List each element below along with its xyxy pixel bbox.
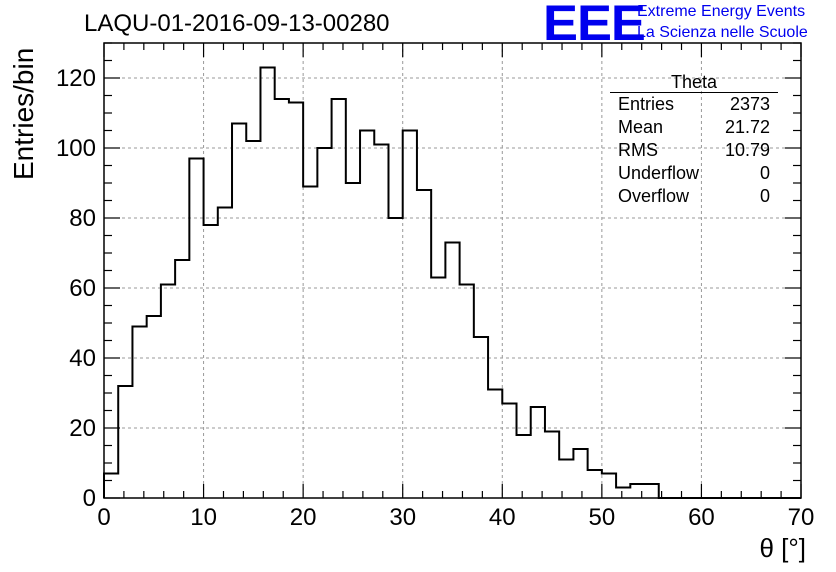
histogram-bin-26 <box>474 337 488 498</box>
histogram-bin-7 <box>204 225 218 498</box>
x-axis-label: θ [°] <box>759 533 806 563</box>
y-tick-label-0: 0 <box>83 485 96 512</box>
stats-box-name: Theta <box>610 72 778 93</box>
histogram-bin-35 <box>602 474 616 499</box>
histogram-bin-27 <box>488 390 502 499</box>
logo-line-1: Extreme Energy Events <box>637 3 806 20</box>
histogram-bin-6 <box>189 159 203 499</box>
histogram-outline <box>103 66 801 499</box>
histogram-bin-13 <box>289 103 303 499</box>
histogram-bin-12 <box>275 99 289 498</box>
plot-frame <box>103 42 802 499</box>
histogram-title: LAQU-01-2016-09-13-00280 <box>84 10 390 37</box>
grid-lines <box>104 43 801 498</box>
stats-row-mean: Mean 21.72 <box>610 116 778 139</box>
histogram-bin-4 <box>161 285 175 499</box>
stats-label: Mean <box>618 117 664 137</box>
stats-value: 10.79 <box>724 140 770 160</box>
histogram-bin-22 <box>417 190 431 498</box>
x-tick-label-2: 20 <box>290 504 317 531</box>
stats-row-underflow: Underflow 0 <box>610 162 778 185</box>
histogram-bin-30 <box>531 407 545 498</box>
stats-value: 2373 <box>729 94 770 114</box>
histogram-bars <box>103 66 801 499</box>
x-tick-label-1: 10 <box>190 504 217 531</box>
histogram-bin-21 <box>403 131 417 499</box>
x-tick-label-6: 60 <box>688 504 715 531</box>
tick-labels: 0 10 20 30 40 50 60 70 0 20 40 60 80 100 120 <box>56 65 814 531</box>
histogram-bin-1 <box>118 386 132 498</box>
histogram-bin-36 <box>616 488 630 499</box>
stats-label: Underflow <box>618 163 700 183</box>
y-tick-label-5: 100 <box>56 135 96 162</box>
y-tick-label-6: 120 <box>56 65 96 92</box>
histogram-bin-29 <box>517 435 531 498</box>
histogram-bin-25 <box>460 285 474 499</box>
stats-box: Theta Entries 2373 Mean 21.72 RMS 10.79 … <box>610 72 778 208</box>
x-tick-label-0: 0 <box>97 504 110 531</box>
histogram-bin-19 <box>374 145 388 499</box>
stats-value: 21.72 <box>724 117 770 137</box>
stats-label: RMS <box>618 140 658 160</box>
histogram-bin-10 <box>246 141 260 498</box>
eee-logo-mark: EEE <box>543 0 646 51</box>
histogram-bin-33 <box>573 449 587 498</box>
histogram-bin-31 <box>545 432 559 499</box>
histogram-bin-16 <box>332 99 346 498</box>
histogram-bin-5 <box>175 260 189 498</box>
histogram-bin-37 <box>630 484 644 498</box>
histogram-bin-28 <box>502 404 516 499</box>
stats-value: 0 <box>759 186 770 206</box>
histogram-bin-8 <box>218 208 232 499</box>
stats-row-rms: RMS 10.79 <box>610 139 778 162</box>
x-tick-label-7: 70 <box>788 504 815 531</box>
y-tick-label-3: 60 <box>69 275 96 302</box>
stats-row-overflow: Overflow 0 <box>610 185 778 208</box>
stats-label: Entries <box>618 94 675 114</box>
histogram-bin-34 <box>588 470 602 498</box>
stats-value: 0 <box>759 163 770 183</box>
x-tick-label-5: 50 <box>589 504 616 531</box>
y-tick-label-4: 80 <box>69 205 96 232</box>
y-tick-label-2: 40 <box>69 345 96 372</box>
histogram-bin-23 <box>431 278 445 499</box>
y-tick-label-1: 20 <box>69 415 96 442</box>
histogram-bin-18 <box>360 131 374 499</box>
histogram-bin-0 <box>104 474 118 499</box>
logo-line-2: La Scienza nelle Scuole <box>637 24 808 41</box>
histogram-bin-9 <box>232 124 246 499</box>
histogram-bin-3 <box>147 316 161 498</box>
histogram-bin-2 <box>132 327 146 499</box>
histogram-bin-38 <box>645 484 659 498</box>
histogram-bin-14 <box>303 187 317 499</box>
x-tick-label-3: 30 <box>389 504 416 531</box>
histogram-bin-24 <box>445 243 459 499</box>
stats-label: Overflow <box>618 186 690 206</box>
histogram-bin-11 <box>260 68 274 499</box>
x-tick-label-4: 40 <box>489 504 516 531</box>
histogram-bin-32 <box>559 460 573 499</box>
histogram-bin-17 <box>346 183 360 498</box>
histogram-bin-15 <box>317 148 331 498</box>
axis-ticks <box>103 42 802 499</box>
stats-row-entries: Entries 2373 <box>610 93 778 116</box>
